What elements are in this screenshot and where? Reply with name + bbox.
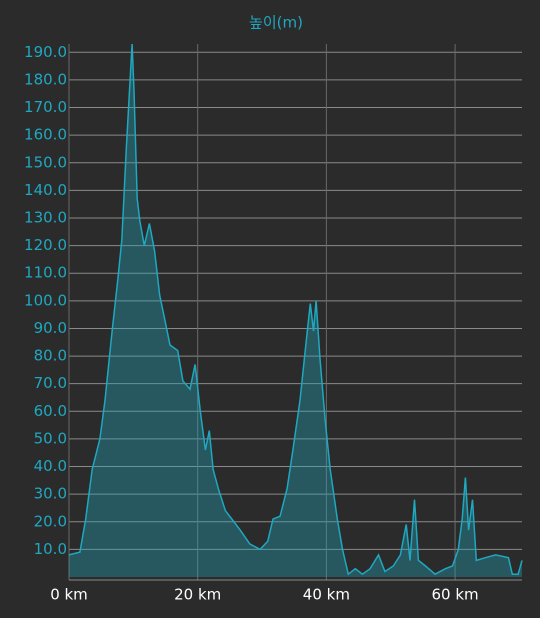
y-tick-label: 180.0 (24, 70, 67, 88)
y-tick-label: 150.0 (24, 153, 67, 171)
y-tick-label: 50.0 (34, 429, 67, 447)
y-tick-label: 90.0 (34, 319, 67, 337)
y-tick-label: 30.0 (34, 485, 67, 503)
x-tick-label: 0 km (50, 586, 88, 604)
y-tick-label: 10.0 (34, 540, 67, 558)
y-tick-label: 130.0 (24, 208, 67, 226)
x-tick-label: 60 km (432, 586, 479, 604)
y-tick-label: 120.0 (24, 236, 67, 254)
x-tick-label: 40 km (303, 586, 350, 604)
y-tick-label: 170.0 (24, 98, 67, 116)
area-fill (69, 44, 522, 577)
elevation-line (68, 43, 523, 576)
y-tick-label: 60.0 (34, 402, 67, 420)
y-tick-label: 160.0 (24, 126, 67, 144)
x-tick-label: 20 km (174, 586, 221, 604)
y-tick-label: 100.0 (24, 291, 67, 309)
y-tick-label: 110.0 (24, 264, 67, 282)
chart-title: 높이(m) (249, 14, 303, 32)
y-tick-label: 70.0 (34, 374, 67, 392)
y-tick-label: 80.0 (34, 347, 67, 365)
y-tick-label: 40.0 (34, 457, 67, 475)
y-tick-label: 140.0 (24, 181, 67, 199)
y-tick-label: 20.0 (34, 512, 67, 530)
y-tick-label: 190.0 (24, 43, 67, 61)
